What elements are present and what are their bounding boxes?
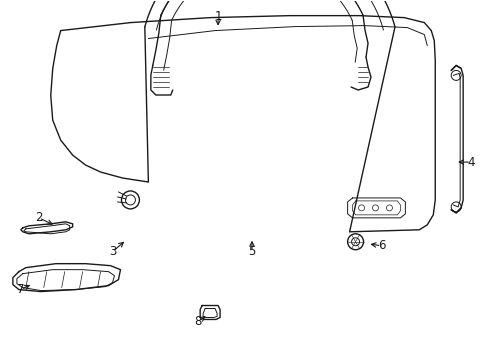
- Text: 1: 1: [214, 10, 222, 23]
- Text: 5: 5: [248, 245, 255, 258]
- Text: 2: 2: [35, 211, 42, 224]
- Text: 6: 6: [377, 239, 385, 252]
- Text: 4: 4: [467, 156, 474, 168]
- Text: 7: 7: [17, 283, 24, 296]
- Text: 3: 3: [109, 245, 116, 258]
- Circle shape: [125, 195, 135, 205]
- Text: 8: 8: [194, 315, 202, 328]
